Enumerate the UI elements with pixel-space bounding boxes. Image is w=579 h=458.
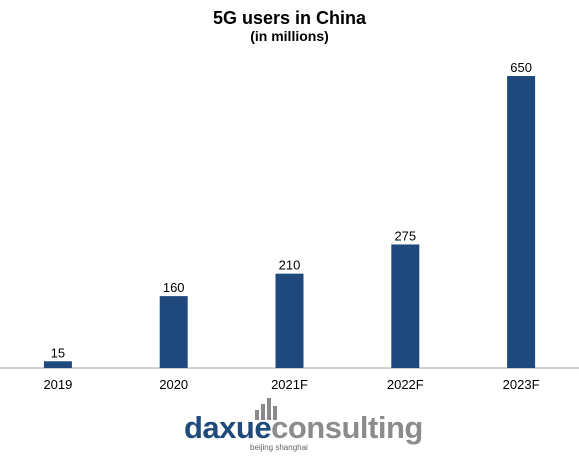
data-label: 160: [163, 280, 185, 295]
chart-subtitle: (in millions): [250, 28, 329, 44]
bar: [43, 361, 72, 368]
x-tick-label: 2019: [43, 377, 72, 392]
data-label: 650: [510, 60, 532, 75]
logo-wordmark: daxueconsulting: [184, 412, 423, 443]
x-tick-label: 2022F: [387, 377, 424, 392]
bar: [507, 75, 536, 368]
x-tick-label: 2020: [159, 377, 188, 392]
logo-word-consulting: consulting: [271, 410, 423, 445]
logo-tagline: beijing shanghai: [250, 443, 308, 452]
logo-bars-icon: [255, 398, 285, 420]
data-label: 275: [394, 228, 416, 243]
logo-word-daxue: daxue: [184, 410, 272, 445]
data-label: 210: [279, 258, 301, 273]
bar: [159, 296, 188, 368]
x-tick-label: 2021F: [271, 377, 308, 392]
bar: [391, 244, 420, 368]
chart-title: 5G users in China: [212, 8, 367, 28]
data-label: 15: [51, 345, 65, 360]
daxue-consulting-logo: daxueconsulting beijing shanghai: [184, 398, 423, 454]
x-tick-label: 2023F: [503, 377, 540, 392]
bar: [275, 273, 304, 368]
chart-plot: 15 2019 160 2020 210 2021F 275 2022F 650 2023F: [0, 60, 579, 392]
